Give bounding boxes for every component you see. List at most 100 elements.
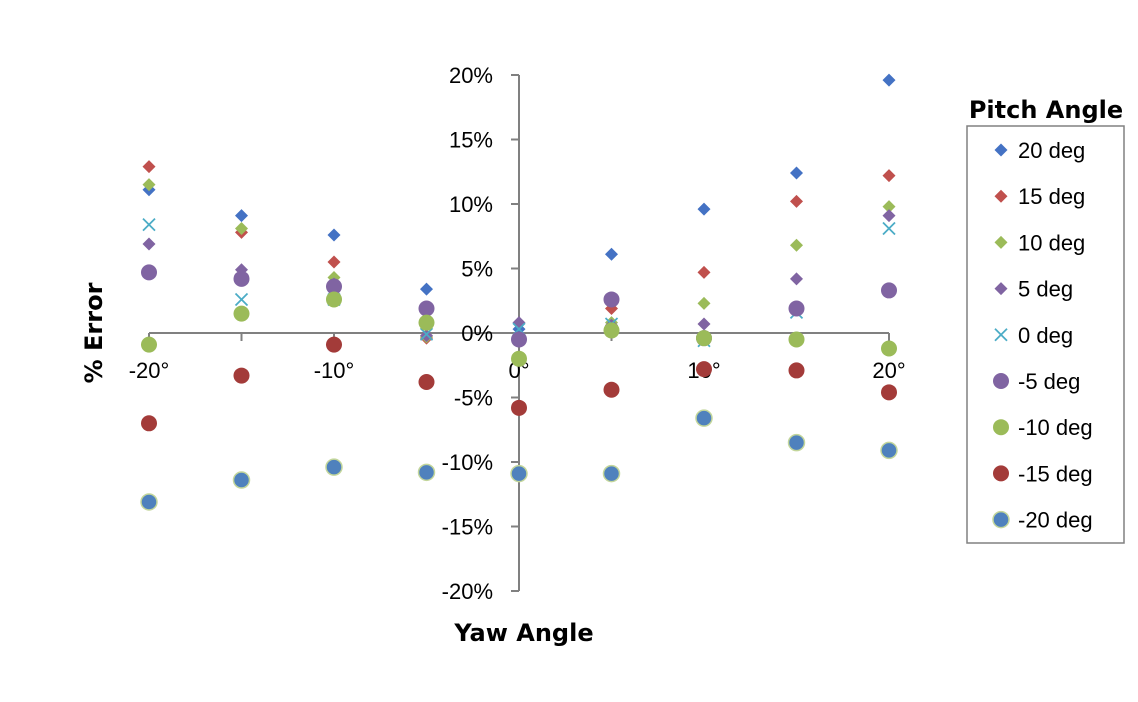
data-point [325,458,343,476]
data-point [602,464,621,483]
data-point [696,361,712,378]
data-point [790,166,803,180]
data-point [326,336,342,353]
data-point [418,374,435,391]
legend-item: 0 deg [994,323,1073,348]
data-point [233,367,250,384]
data-point [418,300,435,317]
series--20-deg [140,409,898,511]
y-tick-label: 15% [449,128,493,153]
legend-item: 10 deg [994,230,1085,255]
y-tick-label: 20% [449,63,493,88]
data-point [142,160,156,174]
x-tick-label: 20° [872,358,905,383]
data-point [511,399,527,416]
data-point [141,336,157,353]
data-point [605,247,618,261]
data-point [141,264,157,281]
data-point [882,73,896,87]
data-point [880,441,898,460]
data-point [511,331,527,348]
data-point [419,327,434,341]
data-point [234,292,249,307]
data-point [790,238,803,252]
legend-item: 15 deg [994,184,1085,209]
legend-item: 20 deg [994,138,1085,163]
data-point [696,330,712,347]
data-point [233,305,250,322]
data-point [326,278,342,295]
x-tick-label: -10° [314,358,355,383]
data-point [142,218,156,232]
data-point [141,415,157,432]
legend-label: 10 deg [1018,230,1085,255]
diamond-marker-icon [994,235,1008,249]
legend: Pitch Angle 20 deg 15 deg 10 deg 5 deg 0 deg… [966,96,1125,544]
y-axis-tick-labels: 20% 15% 10% 5% 0% -5% -10% -15% -20% [442,63,493,604]
legend-item: -20 deg [992,508,1093,533]
data-point [327,255,341,269]
data-point [603,322,620,339]
series--15-deg [141,336,897,432]
data-point [788,331,805,348]
data-point [697,265,711,279]
legend-item: -5 deg [993,369,1080,394]
data-point [697,317,711,331]
data-point [603,291,620,308]
series--10-deg [141,291,897,367]
data-point [142,237,156,251]
legend-label: 5 deg [1018,277,1073,302]
y-tick-label: 5% [461,257,493,282]
legend-items: 20 deg 15 deg 10 deg 5 deg 0 deg -5 deg -10 de… [992,138,1093,533]
data-point [790,194,803,208]
data-point [326,291,342,308]
diamond-marker-icon [994,143,1008,157]
data-point [418,314,435,331]
y-axis-title: % Error [80,282,108,383]
circle-marker-icon [992,510,1010,529]
data-point [140,493,158,511]
data-point [235,222,248,236]
data-point [882,209,896,223]
circle-marker-icon [993,465,1009,482]
data-point [417,463,436,482]
legend-label: -20 deg [1018,508,1093,533]
data-point [233,270,250,287]
x-tick-label: -20° [129,358,170,383]
data-point [881,384,897,401]
data-point [235,209,248,223]
diamond-marker-icon [994,282,1008,296]
data-point [881,340,897,357]
y-tick-label: -10% [442,450,493,475]
data-point [787,433,806,452]
legend-label: 0 deg [1018,323,1073,348]
legend-title: Pitch Angle [969,96,1123,124]
data-point [420,282,433,296]
legend-item: -15 deg [993,461,1093,486]
legend-label: -10 deg [1018,415,1093,440]
data-point [232,471,251,489]
x-axis-title: Yaw Angle [453,619,593,647]
data-point [327,228,341,242]
legend-label: 20 deg [1018,138,1085,163]
data-point [697,202,711,216]
data-point [603,381,620,398]
legend-label: 15 deg [1018,184,1085,209]
data-point [697,296,711,310]
legend-label: -15 deg [1018,461,1093,486]
data-point [790,272,803,286]
data-point [788,300,805,317]
data-point [882,169,896,183]
y-tick-label: -15% [442,515,493,540]
circle-marker-icon [993,373,1009,389]
y-tick-label: -5% [454,386,493,411]
data-point [882,221,896,236]
legend-item: 5 deg [994,277,1073,302]
circle-marker-icon [993,419,1009,436]
legend-item: -10 deg [993,415,1093,440]
data-point [882,200,896,214]
y-tick-label: 10% [449,192,493,217]
data-point [511,350,527,367]
diamond-marker-icon [994,189,1008,203]
